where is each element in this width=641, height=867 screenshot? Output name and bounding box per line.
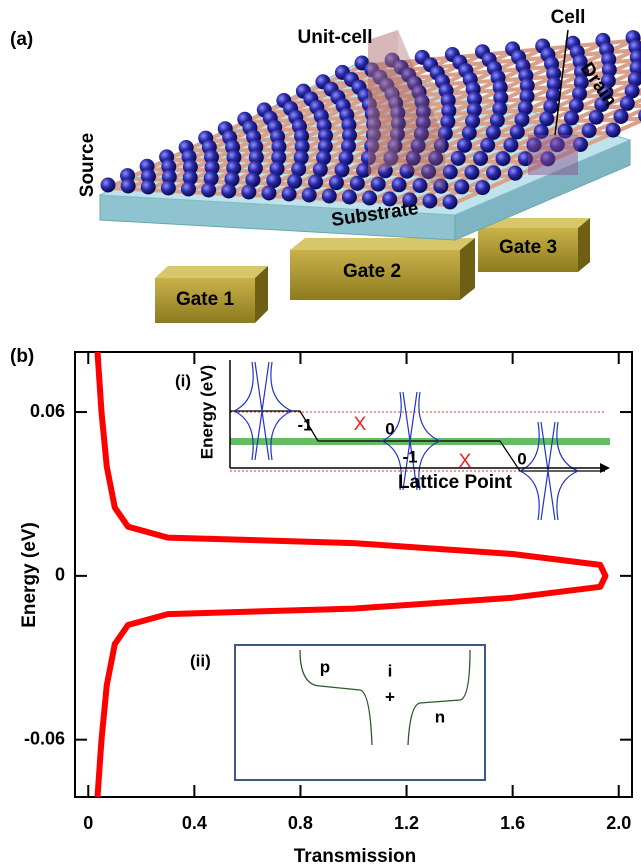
atom xyxy=(241,185,256,200)
cross: X xyxy=(459,451,472,472)
figure: (a) Unit-cell Cell Drain Source Substrat… xyxy=(0,0,641,867)
atom xyxy=(510,124,525,139)
atom xyxy=(342,190,357,205)
x-tick-label: 1.2 xyxy=(394,813,419,833)
region-label: n xyxy=(435,707,445,726)
atom xyxy=(443,164,458,179)
atom xyxy=(101,178,116,193)
y-tick-label: 0 xyxy=(55,565,65,585)
step-label: -1 xyxy=(402,447,417,466)
atom xyxy=(392,177,407,192)
atom xyxy=(181,182,196,197)
atom xyxy=(475,180,490,195)
atom xyxy=(161,181,176,196)
atom xyxy=(350,176,365,191)
inset-ii: (ii) p i + n xyxy=(190,645,485,780)
unit-cell-label: Unit-cell xyxy=(298,27,373,48)
atom xyxy=(620,96,635,111)
x-tick-label: 1.6 xyxy=(500,813,525,833)
step-label: -1 xyxy=(297,415,312,434)
unit-cell-box xyxy=(368,30,398,175)
gate-label: Gate 2 xyxy=(343,261,401,282)
atom xyxy=(457,138,472,153)
inset-i: (i) Energy (eV) Lattice Point -1 X 0 -1 … xyxy=(175,360,610,520)
atom xyxy=(451,151,466,166)
atom xyxy=(589,110,604,125)
inset-y-label: Energy (eV) xyxy=(197,365,216,459)
atom xyxy=(141,180,156,195)
gate-label: Gate 3 xyxy=(499,237,557,258)
inset-label: (ii) xyxy=(190,651,211,670)
step-label: 0 xyxy=(517,449,526,468)
region-label: i xyxy=(388,661,393,680)
x-tick-label: 2.0 xyxy=(606,813,631,833)
atom xyxy=(464,165,479,180)
atom xyxy=(221,184,236,199)
atom xyxy=(564,110,579,125)
step-label: 0 xyxy=(385,419,394,438)
y-tick-label: -0.06 xyxy=(24,728,65,748)
inset-frame xyxy=(235,645,485,780)
cell-box xyxy=(528,135,578,175)
cell-label: Cell xyxy=(551,7,586,28)
inset-label: (i) xyxy=(175,371,191,390)
y-axis-label: Energy (eV) xyxy=(19,522,40,628)
atom xyxy=(329,175,344,190)
atom xyxy=(508,166,523,181)
x-tick-label: 0.4 xyxy=(182,813,207,833)
panel-label: (b) xyxy=(10,346,34,367)
atom xyxy=(308,174,323,189)
y-tick-label: 0.06 xyxy=(30,401,65,421)
atom xyxy=(371,177,386,192)
atom xyxy=(261,186,276,201)
gate-label: Gate 1 xyxy=(176,289,235,310)
cross: X xyxy=(354,414,367,435)
atom xyxy=(454,179,469,194)
atom xyxy=(613,109,628,124)
atom xyxy=(503,137,518,152)
atom xyxy=(480,138,495,153)
atom xyxy=(422,194,437,209)
atom xyxy=(322,189,337,204)
atom xyxy=(606,123,621,138)
x-tick-label: 0.8 xyxy=(288,813,313,833)
atom xyxy=(121,179,136,194)
region-label: + xyxy=(385,687,395,706)
gate-top xyxy=(155,266,268,278)
atom xyxy=(443,195,458,210)
atom xyxy=(473,151,488,166)
atom xyxy=(302,188,317,203)
region-label: p xyxy=(320,657,330,676)
inset-x-label: Lattice Point xyxy=(398,472,513,493)
atom xyxy=(486,165,501,180)
x-tick-label: 0 xyxy=(83,813,93,833)
atom xyxy=(201,183,216,198)
source-label: Source xyxy=(77,133,98,197)
atom xyxy=(495,151,510,166)
x-axis-label: Transmission xyxy=(294,846,417,867)
atom xyxy=(412,178,427,193)
panel-label: (a) xyxy=(10,29,33,50)
atom xyxy=(582,123,597,138)
atom xyxy=(282,187,297,202)
